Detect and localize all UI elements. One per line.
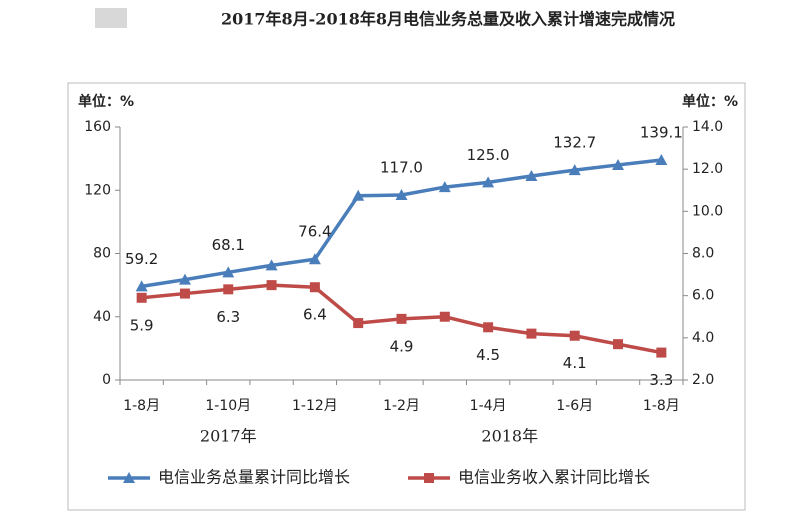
data-point [396, 313, 407, 324]
x-tick-label: 1-2月 [383, 398, 420, 414]
data-point [655, 154, 668, 166]
y2-tick-label: 2.0 [692, 372, 714, 388]
data-label: 5.9 [130, 316, 154, 334]
data-label: 76.4 [298, 223, 331, 241]
data-point [266, 280, 277, 291]
data-point [309, 282, 320, 293]
data-point [135, 280, 148, 292]
data-label: 4.9 [390, 337, 414, 355]
data-point [439, 311, 450, 322]
y-unit-label: 单位：% [78, 93, 134, 110]
data-label: 125.0 [467, 146, 510, 164]
data-point [613, 339, 624, 350]
y-tick-label: 160 [84, 119, 111, 135]
y2-tick-label: 8.0 [692, 246, 714, 262]
data-point [438, 181, 451, 193]
y2-tick-label: 4.0 [692, 330, 714, 346]
data-label: 6.4 [303, 306, 327, 324]
data-label: 132.7 [553, 134, 596, 152]
data-point [308, 253, 321, 265]
data-point [179, 288, 190, 299]
data-label: 68.1 [212, 236, 245, 254]
legend-label: 电信业务收入累计同比增长 [458, 468, 650, 487]
data-label: 3.3 [649, 371, 673, 389]
data-label: 6.3 [216, 308, 240, 326]
data-point [178, 273, 191, 285]
y2-unit-label: 单位：% [682, 93, 738, 110]
data-point [525, 170, 538, 182]
data-label: 139.1 [640, 124, 683, 142]
data-point [265, 259, 278, 271]
x-tick-label: 1-4月 [470, 398, 507, 414]
x-tick-label: 1-12月 [292, 398, 338, 414]
y-tick-label: 40 [93, 309, 111, 325]
series-line [141, 158, 662, 289]
y2-tick-label: 14.0 [692, 119, 723, 135]
data-point [395, 188, 408, 200]
y-tick-label: 0 [102, 372, 111, 388]
legend-marker [123, 472, 135, 483]
data-label: 4.1 [563, 354, 587, 372]
data-point [569, 330, 580, 341]
x-tick-label: 1-8月 [643, 398, 680, 414]
data-point [223, 284, 234, 295]
blurred-icon [95, 8, 127, 28]
data-point [222, 266, 235, 278]
x-tick-label: 1-6月 [556, 398, 593, 414]
legend-label: 电信业务总量累计同比增长 [158, 468, 350, 487]
y-tick-label: 120 [84, 182, 111, 198]
legend-marker [424, 473, 434, 483]
x-group-label: 2018年 [481, 427, 538, 446]
data-point [483, 322, 494, 333]
data-point [612, 158, 625, 170]
data-point [656, 347, 667, 358]
y2-tick-label: 12.0 [692, 161, 723, 177]
y2-tick-label: 10.0 [692, 203, 723, 219]
x-group-label: 2017年 [200, 427, 257, 446]
chart-title: 2017年8月-2018年8月电信业务总量及收入累计增速完成情况 [221, 10, 675, 29]
y-tick-label: 80 [93, 246, 111, 262]
data-label: 4.5 [476, 346, 500, 364]
data-point [353, 318, 364, 329]
y2-tick-label: 6.0 [692, 288, 714, 304]
data-label: 117.0 [380, 158, 423, 176]
data-point [526, 328, 537, 339]
data-point [136, 292, 147, 303]
data-point [568, 164, 581, 176]
chart-frame [67, 82, 746, 511]
x-tick-label: 1-10月 [205, 398, 251, 414]
data-label: 59.2 [125, 250, 158, 268]
data-point [352, 189, 365, 201]
x-tick-label: 1-8月 [123, 398, 160, 414]
data-point [482, 176, 495, 188]
